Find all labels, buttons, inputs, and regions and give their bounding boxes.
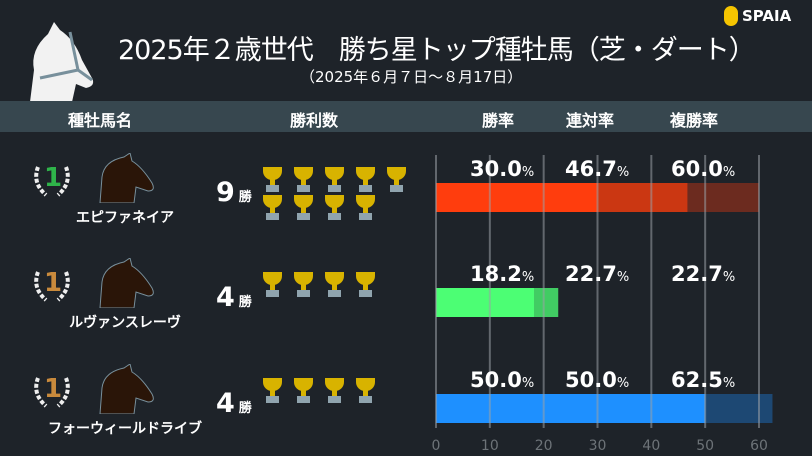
trophy-icon [289, 378, 318, 404]
rank-number: 1 [44, 163, 63, 193]
col-wins: 勝利数 [290, 111, 339, 130]
x-tick-label: 60 [750, 438, 768, 454]
rank-wreath: 1 [30, 266, 74, 306]
col-sire: 種牡馬名 [68, 111, 133, 130]
x-tick-label: 0 [432, 438, 441, 454]
top2-rate-label: 46.7% [565, 157, 630, 181]
trophy-icon [258, 272, 287, 298]
trophy-icon [382, 167, 411, 193]
top3-rate-label: 62.5% [671, 368, 736, 392]
laurel-icon [34, 166, 70, 197]
trophy-icon [351, 167, 380, 193]
top3-rate-label: 22.7% [671, 262, 736, 286]
trophy-icon [320, 378, 349, 404]
rank-wreath: 1 [30, 161, 74, 201]
horse-head-icon [99, 153, 154, 203]
column-header-bar: 種牡馬名 勝利数 勝率 連対率 複勝率 [0, 101, 812, 132]
x-tick-label: 20 [535, 438, 553, 454]
trophy-icon [351, 195, 380, 221]
bar-win-rate [436, 183, 598, 212]
rank-wreath: 1 [30, 372, 74, 412]
trophy-icon [258, 195, 287, 221]
trophy-icon [320, 195, 349, 221]
trophy-icon [320, 167, 349, 193]
sire-name: フォーウィールドライブ [48, 421, 202, 437]
top2-rate-label: 50.0% [565, 368, 630, 392]
horse-head-logo-icon [30, 22, 94, 102]
trophy-icon [351, 272, 380, 298]
top2-rate-label: 22.7% [565, 262, 630, 286]
win-rate-label: 50.0% [470, 368, 535, 392]
spaia-logo: SPAIA [724, 6, 791, 26]
bar-win-rate [436, 288, 534, 317]
trophy-row [258, 272, 418, 298]
trophy-icon [258, 378, 287, 404]
trophy-icon [289, 195, 318, 221]
horse-head-icon [99, 258, 154, 308]
x-tick-label: 40 [642, 438, 660, 454]
col-win-rate: 勝率 [482, 111, 515, 130]
spaia-logo-text: SPAIA [742, 7, 792, 25]
horse-head-icon [99, 364, 154, 414]
x-tick-label: 10 [481, 438, 499, 454]
trophy-icon [320, 272, 349, 298]
rank-number: 1 [44, 268, 63, 298]
trophy-row [258, 378, 418, 404]
trophy-icon [289, 272, 318, 298]
trophy-icon [351, 378, 380, 404]
rank-number: 1 [44, 374, 63, 404]
sire-name: エピファネイア [76, 210, 174, 226]
laurel-icon [34, 377, 70, 408]
date-range: （2025年６月７日～８月17日） [300, 68, 523, 86]
trophy-icon [258, 167, 287, 193]
x-tick-label: 50 [696, 438, 714, 454]
page-title: 2025年２歳世代 勝ち星トップ種牡馬（芝・ダート） [118, 35, 756, 66]
x-tick-label: 30 [589, 438, 607, 454]
col-top2-rate: 連対率 [566, 111, 615, 130]
col-top3-rate: 複勝率 [670, 111, 719, 130]
spaia-logo-icon [724, 6, 738, 26]
sire-name: ルヴァンスレーヴ [69, 315, 181, 331]
top3-rate-label: 60.0% [671, 157, 736, 181]
laurel-icon [34, 271, 70, 302]
win-rate-label: 18.2% [470, 262, 535, 286]
trophy-icon [289, 167, 318, 193]
bar-win-rate [436, 394, 706, 423]
win-rate-label: 30.0% [470, 157, 535, 181]
trophy-row [258, 167, 418, 221]
